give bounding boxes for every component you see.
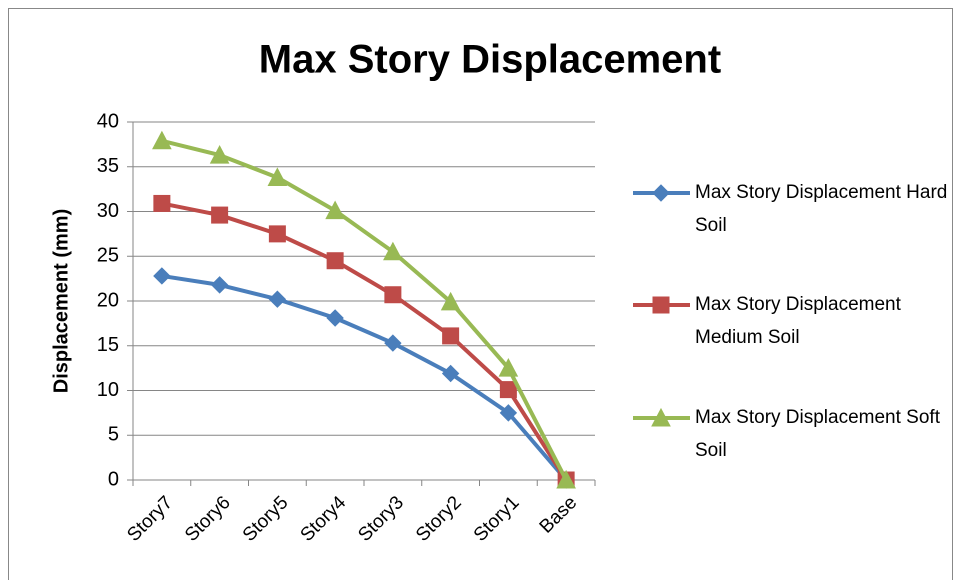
- marker: [326, 252, 344, 270]
- y-tick-label: 30: [97, 200, 119, 222]
- marker: [499, 381, 517, 399]
- marker: [440, 291, 461, 311]
- marker: [211, 206, 229, 224]
- marker: [442, 327, 460, 345]
- series-line: [161, 201, 568, 482]
- marker: [152, 130, 172, 150]
- marker: [652, 296, 670, 314]
- y-tick-label: 25: [97, 245, 119, 267]
- y-tick-label: 20: [97, 289, 119, 311]
- marker: [383, 241, 403, 261]
- legend-label: Max Story Displacement Medium Soil: [695, 294, 901, 348]
- marker: [384, 334, 402, 352]
- marker: [651, 407, 671, 427]
- series-line: [161, 273, 568, 482]
- legend-label: Max Story Displacement Hard Soil: [695, 182, 948, 236]
- marker: [153, 267, 171, 285]
- y-tick-label: 0: [108, 468, 119, 490]
- marker: [326, 309, 344, 327]
- marker: [209, 145, 230, 164]
- marker: [268, 290, 287, 308]
- marker: [499, 404, 518, 422]
- marker: [325, 200, 345, 220]
- y-tick-label: 15: [97, 334, 119, 356]
- marker: [267, 167, 288, 186]
- series-line: [161, 138, 568, 481]
- marker: [652, 184, 670, 202]
- y-tick-label: 40: [97, 110, 119, 132]
- y-axis-label: Displacement (mm): [50, 209, 72, 394]
- chart-border: [8, 8, 953, 580]
- marker: [384, 286, 402, 304]
- marker: [498, 358, 519, 377]
- y-tick-label: 5: [108, 424, 119, 446]
- marker: [441, 364, 460, 383]
- legend-label: Max Story Displacement Soft Soil: [695, 407, 940, 461]
- y-tick-label: 35: [97, 155, 119, 177]
- marker: [210, 276, 229, 294]
- marker: [268, 225, 286, 243]
- chart-title: Max Story Displacement: [259, 38, 721, 82]
- marker: [153, 194, 171, 212]
- y-tick-label: 10: [97, 379, 119, 401]
- marker: [556, 469, 576, 489]
